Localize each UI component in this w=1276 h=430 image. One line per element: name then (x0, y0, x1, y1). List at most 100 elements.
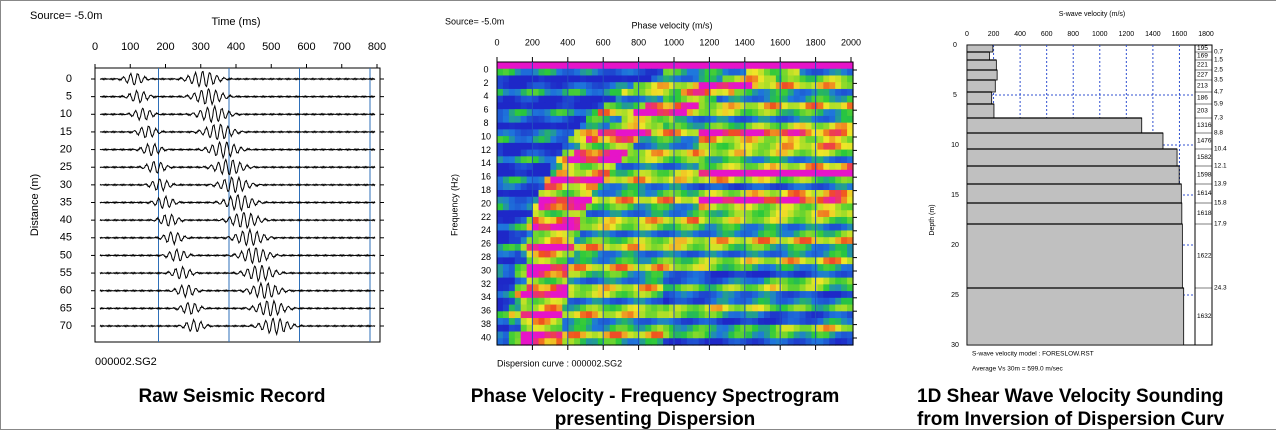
spectrogram-cell (781, 142, 789, 151)
spectrogram-cell (805, 304, 813, 312)
spectrogram-cell (574, 190, 581, 198)
spectrogram-cell (514, 277, 522, 285)
spectrogram-cell (663, 102, 670, 110)
spectrogram-cell (716, 237, 724, 245)
spectrogram-cell (746, 62, 753, 70)
spectrogram-cell (574, 216, 581, 225)
spectrogram-cell (663, 190, 670, 198)
y-tick-label: 5 (66, 91, 72, 103)
spectrogram-cell (823, 230, 830, 238)
spectrogram-cell (508, 122, 516, 130)
spectrogram-cell (758, 88, 765, 97)
spectrogram-cell (669, 277, 676, 285)
y-tick-label: 30 (60, 179, 72, 191)
spectrogram-cell (502, 277, 510, 285)
spectrogram-cell (841, 122, 848, 130)
seismic-trace (99, 158, 376, 176)
spectrogram-cell (562, 149, 569, 157)
spectrogram-cell (787, 230, 795, 238)
spectrogram-cell (805, 102, 813, 110)
spectrogram-cell (692, 156, 700, 164)
spectrogram-cell (603, 82, 611, 90)
spectrogram-cell (692, 277, 700, 285)
spectrogram-cell (615, 324, 623, 333)
spectrogram-cell (574, 102, 581, 110)
spectrogram-cell (645, 109, 652, 117)
spectrogram-cell (823, 149, 830, 157)
spectrogram-cell (621, 109, 629, 117)
spectrogram-cell (621, 338, 629, 346)
spectrogram-cell (621, 176, 629, 184)
spectrogram-cell (764, 109, 771, 117)
spectrogram-cell (698, 176, 706, 184)
spectrogram-cell (835, 122, 842, 130)
spectrogram-cell (746, 223, 753, 232)
spectrogram-cell (692, 75, 700, 83)
spectrogram-cell (609, 142, 617, 151)
spectrogram-cell (586, 331, 593, 339)
spectrogram-cell (520, 284, 528, 292)
spectrogram-cell (669, 75, 676, 83)
spectrogram-cell (657, 304, 664, 312)
spectrogram-cell (764, 257, 771, 265)
spectrogram-cell (746, 311, 753, 319)
spectrogram-cell (597, 82, 605, 90)
spectrogram-cell (538, 163, 546, 171)
spectrogram-cell (698, 338, 706, 346)
spectrogram-cell (526, 176, 534, 184)
spectrogram-cell (574, 196, 581, 205)
spectrogram-cell (615, 297, 623, 306)
spectrogram-cell (704, 331, 712, 339)
spectrogram-cell (710, 324, 718, 333)
spectrogram-cell (538, 183, 546, 191)
spectrogram-cell (520, 311, 528, 319)
spectrogram-cell (805, 284, 813, 292)
spectrogram-cell (508, 129, 516, 137)
spectrogram-cell (562, 270, 569, 279)
spectrogram-cell (805, 115, 813, 124)
spectrogram-cell (645, 203, 652, 211)
spectrogram-cell (603, 190, 611, 198)
spectrogram-cell (692, 250, 700, 259)
spectrogram-cell (520, 129, 528, 137)
spectrogram-cell (627, 237, 635, 245)
spectrogram-cell (526, 169, 534, 178)
spectrogram-cell (586, 169, 593, 178)
spectrogram-cell (799, 203, 807, 211)
spectrogram-cell (502, 109, 510, 117)
spectrogram-cell (514, 331, 522, 339)
spectrogram-cell (603, 109, 611, 117)
spectrogram-cell (645, 297, 652, 306)
y-tick-label: 10 (60, 108, 72, 120)
spectrogram-cell (811, 115, 818, 124)
spectrogram-cell (580, 243, 587, 252)
spectrogram-cell (675, 163, 682, 171)
spectrogram-cell (710, 250, 718, 259)
spectrogram-cell (645, 277, 652, 285)
spectrogram-cell (580, 331, 587, 339)
spectrogram-cell (550, 203, 557, 211)
spectrogram-cell (627, 324, 635, 333)
spectrogram-cell (520, 169, 528, 178)
spectrogram-cell (764, 331, 771, 339)
spectrogram-cell (752, 75, 759, 83)
spectrogram-cell (686, 136, 694, 144)
seismic-trace (99, 227, 376, 247)
spectrogram-cell (781, 210, 789, 218)
spectrogram-cell (680, 216, 688, 225)
spectrogram-cell (686, 216, 694, 225)
spectrogram-cell (526, 115, 534, 124)
spectrogram-cell (817, 109, 824, 117)
spectrogram-cell (686, 257, 694, 265)
spectrogram-cell (716, 331, 724, 339)
spectrogram-cell (627, 129, 635, 137)
spectrogram-cell (769, 277, 777, 285)
spectrogram-cell (597, 237, 605, 245)
spectrogram-cell (823, 237, 830, 245)
spectrogram-cell (568, 270, 575, 279)
spectrogram-cell (651, 250, 658, 259)
spectrogram-cell (829, 68, 836, 77)
spectrogram-cell (675, 62, 682, 70)
spectrogram-cell (597, 277, 605, 285)
spectrogram-cell (615, 190, 623, 198)
